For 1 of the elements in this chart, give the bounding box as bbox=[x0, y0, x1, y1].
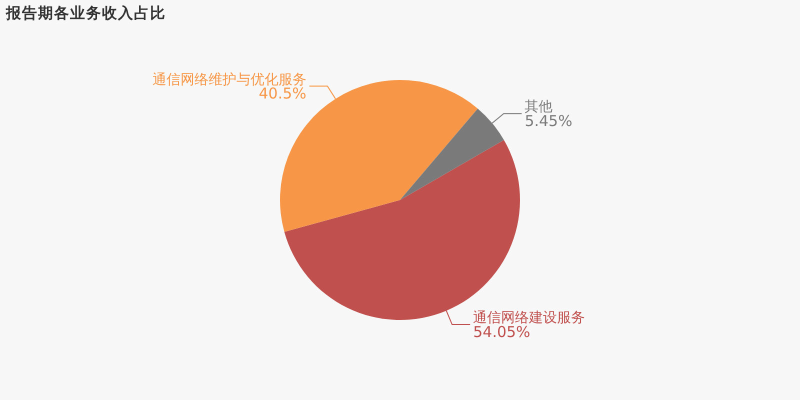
chart-title: 报告期各业务收入占比 bbox=[6, 4, 166, 23]
